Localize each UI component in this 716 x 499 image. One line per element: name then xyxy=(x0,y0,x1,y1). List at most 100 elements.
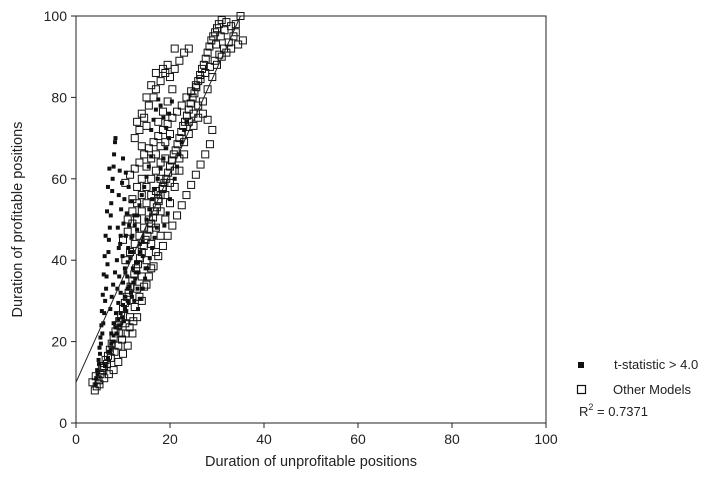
point-t-statistic xyxy=(122,307,127,312)
point-other-models xyxy=(175,166,184,175)
point-other-models xyxy=(161,215,170,224)
point-t-statistic xyxy=(146,164,151,169)
point-other-models xyxy=(163,231,172,240)
point-other-models xyxy=(121,178,130,187)
point-other-models xyxy=(128,195,137,204)
point-t-statistic xyxy=(113,325,118,330)
point-t-statistic xyxy=(103,233,108,238)
point-other-models xyxy=(217,52,226,61)
point-other-models xyxy=(105,345,114,354)
y-axis-label: Duration of profitable positions xyxy=(10,122,26,318)
point-other-models xyxy=(211,28,220,37)
trendline xyxy=(75,15,241,383)
point-t-statistic xyxy=(108,307,113,312)
r-squared-sup: 2 xyxy=(588,402,593,412)
point-t-statistic xyxy=(182,127,187,132)
point-other-models xyxy=(187,87,196,96)
y-tick-label: 100 xyxy=(44,8,68,24)
point-other-models xyxy=(156,158,165,167)
point-other-models xyxy=(182,191,191,200)
point-other-models xyxy=(166,199,174,208)
point-other-models xyxy=(180,138,189,147)
point-other-models xyxy=(236,12,245,20)
point-t-statistic xyxy=(169,99,174,104)
point-other-models xyxy=(135,158,144,167)
point-t-statistic xyxy=(113,136,118,141)
point-other-models xyxy=(151,166,160,175)
point-t-statistic xyxy=(113,311,118,316)
point-other-models xyxy=(199,60,208,69)
point-other-models xyxy=(163,97,172,106)
point-other-models xyxy=(166,130,174,139)
point-other-models xyxy=(222,18,231,27)
point-other-models xyxy=(196,75,205,84)
point-other-models xyxy=(130,134,139,143)
point-t-statistic xyxy=(161,115,166,120)
point-other-models xyxy=(120,298,129,307)
point-other-models xyxy=(141,235,150,244)
point-t-statistic xyxy=(129,199,134,204)
point-other-models xyxy=(177,201,186,210)
point-t-statistic xyxy=(150,245,155,250)
point-other-models xyxy=(212,40,221,49)
point-t-statistic xyxy=(107,166,112,171)
point-t-statistic xyxy=(115,225,120,230)
point-t-statistic xyxy=(103,298,108,303)
point-t-statistic xyxy=(125,274,130,279)
point-t-statistic xyxy=(109,294,114,299)
point-other-models xyxy=(97,364,106,373)
point-other-models xyxy=(168,85,177,94)
point-t-statistic xyxy=(136,260,141,265)
point-t-statistic xyxy=(128,290,133,295)
point-t-statistic xyxy=(126,184,131,189)
point-other-models xyxy=(142,93,151,102)
point-t-statistic xyxy=(109,331,114,336)
point-t-statistic xyxy=(113,270,118,275)
point-other-models xyxy=(210,56,219,65)
point-other-models xyxy=(142,121,151,130)
point-other-models xyxy=(130,303,139,312)
r-squared-r: R xyxy=(579,404,588,419)
point-other-models xyxy=(180,150,189,159)
point-other-models xyxy=(208,125,217,134)
point-other-models xyxy=(201,68,210,77)
point-t-statistic xyxy=(138,296,143,301)
point-t-statistic xyxy=(152,235,157,240)
point-t-statistic xyxy=(120,254,125,259)
point-other-models xyxy=(132,264,141,273)
point-other-models xyxy=(179,121,188,130)
point-t-statistic xyxy=(131,280,136,285)
point-other-models xyxy=(137,191,146,200)
point-t-statistic xyxy=(161,156,166,161)
point-other-models xyxy=(147,191,156,200)
point-t-statistic xyxy=(98,341,103,346)
point-other-models xyxy=(188,93,197,102)
point-other-models xyxy=(151,248,160,257)
point-t-statistic xyxy=(122,266,127,271)
point-t-statistic xyxy=(118,233,123,238)
point-t-statistic xyxy=(94,376,99,381)
y-tick-label: 20 xyxy=(51,334,67,350)
point-other-models xyxy=(114,357,123,366)
point-other-models xyxy=(156,231,165,240)
point-other-models xyxy=(149,93,158,102)
point-other-models xyxy=(154,252,163,261)
point-other-models xyxy=(130,164,139,173)
point-other-models xyxy=(144,101,153,110)
point-other-models xyxy=(175,134,184,143)
point-other-models xyxy=(189,121,198,130)
point-t-statistic xyxy=(136,270,141,275)
x-tick-label: 20 xyxy=(162,431,178,447)
point-t-statistic xyxy=(100,331,105,336)
point-other-models xyxy=(151,187,160,196)
point-t-statistic xyxy=(144,217,149,222)
point-t-statistic xyxy=(102,311,107,316)
point-t-statistic xyxy=(111,164,116,169)
y-tick-label: 0 xyxy=(59,415,67,431)
point-t-statistic xyxy=(112,152,117,157)
point-other-models xyxy=(184,44,193,53)
point-other-models xyxy=(126,248,135,257)
point-other-models xyxy=(123,215,132,224)
point-other-models xyxy=(213,24,221,33)
point-other-models xyxy=(143,231,152,240)
